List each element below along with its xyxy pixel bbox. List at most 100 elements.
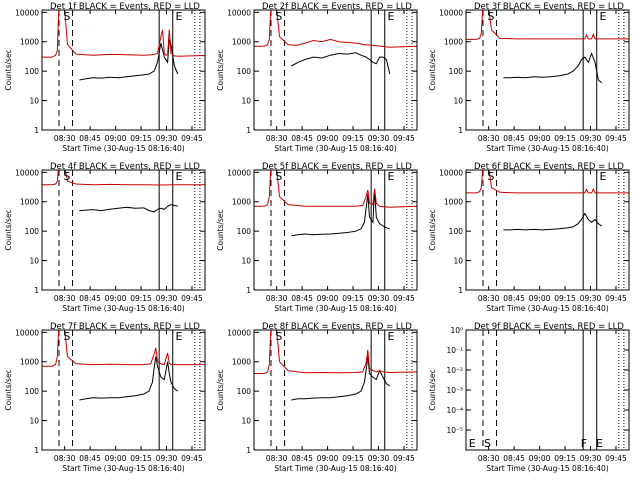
y-axis-label: Counts/sec bbox=[428, 369, 437, 410]
y-tick-label: 10 bbox=[29, 417, 39, 426]
y-tick-label: 10000 bbox=[439, 8, 463, 17]
event-marker-e: E bbox=[599, 170, 606, 183]
x-tick-label: 09:30 bbox=[156, 294, 178, 303]
x-tick-label: 09:15 bbox=[554, 454, 576, 463]
y-axis-label: Counts/sec bbox=[216, 49, 225, 90]
y-tick-label: 1000 bbox=[20, 198, 39, 207]
y-axis-label: Counts/sec bbox=[428, 49, 437, 90]
panel-title: Det 8f BLACK = Events, RED = LLD bbox=[262, 322, 412, 332]
y-tick-label: 10⁻¹ bbox=[446, 346, 463, 355]
series-lld bbox=[466, 10, 629, 40]
event-marker-s: S bbox=[275, 10, 282, 23]
event-marker-e: E bbox=[387, 330, 394, 343]
x-tick-label: 08:30 bbox=[478, 134, 500, 143]
y-tick-label: 10000 bbox=[15, 8, 39, 17]
y-tick-label: 1000 bbox=[232, 358, 251, 367]
x-tick-label: 09:15 bbox=[554, 294, 576, 303]
x-tick-label: 08:45 bbox=[291, 294, 313, 303]
panel-title: Det 2f BLACK = Events, RED = LLD bbox=[262, 2, 412, 12]
y-tick-label: 100 bbox=[25, 67, 40, 76]
x-tick-label: 09:45 bbox=[393, 294, 415, 303]
y-tick-label: 10 bbox=[241, 417, 251, 426]
x-tick-label: 09:30 bbox=[156, 454, 178, 463]
y-axis-label: Counts/sec bbox=[216, 209, 225, 250]
x-tick-label: 09:15 bbox=[130, 134, 152, 143]
panel-title: Det 3f BLACK = Events, RED = LLD bbox=[474, 2, 624, 12]
x-tick-label: 08:30 bbox=[266, 454, 288, 463]
x-tick-label: 09:45 bbox=[605, 454, 627, 463]
y-tick-label: 10 bbox=[241, 97, 251, 106]
x-tick-label: 09:30 bbox=[368, 294, 390, 303]
y-tick-label: 10⁻² bbox=[446, 366, 463, 375]
y-tick-label: 10000 bbox=[15, 168, 39, 177]
x-axis-label: Start Time (30-Aug-15 08:16:40) bbox=[274, 304, 396, 313]
x-tick-label: 08:45 bbox=[503, 134, 525, 143]
x-tick-label: 09:00 bbox=[105, 454, 127, 463]
detector-panel-4: Det 4f BLACK = Events, RED = LLD 1 10 100 10… bbox=[4, 162, 206, 313]
plot-area bbox=[42, 10, 205, 130]
y-tick-label: 1000 bbox=[232, 198, 251, 207]
y-tick-label: 10 bbox=[29, 97, 39, 106]
detector-panel-3: Det 3f BLACK = Events, RED = LLD 1 10 100 10… bbox=[428, 2, 630, 153]
event-marker-e: E bbox=[599, 10, 606, 23]
x-tick-label: 09:45 bbox=[605, 294, 627, 303]
plot-area bbox=[254, 170, 417, 290]
y-tick-label: 1 bbox=[34, 286, 39, 295]
y-tick-label: 100 bbox=[237, 67, 252, 76]
event-marker-f: F bbox=[581, 437, 587, 450]
x-tick-label: 09:00 bbox=[317, 294, 339, 303]
event-marker-e: E bbox=[469, 437, 476, 450]
y-tick-label: 10000 bbox=[227, 8, 251, 17]
y-tick-label: 100 bbox=[449, 67, 464, 76]
y-axis-label: Counts/sec bbox=[428, 209, 437, 250]
series-events bbox=[79, 356, 179, 401]
panel-title: Det 5f BLACK = Events, RED = LLD bbox=[262, 162, 412, 172]
y-tick-label: 1 bbox=[458, 126, 463, 135]
detector-panel-6: Det 6f BLACK = Events, RED = LLD 1 10 100 10… bbox=[428, 162, 630, 313]
y-tick-label: 10000 bbox=[15, 328, 39, 337]
y-tick-label: 100 bbox=[25, 387, 40, 396]
x-axis-label: Start Time (30-Aug-15 08:16:40) bbox=[274, 464, 396, 473]
x-tick-label: 08:45 bbox=[503, 294, 525, 303]
plot-frame bbox=[465, 169, 630, 291]
x-axis-label: Start Time (30-Aug-15 08:16:40) bbox=[486, 144, 608, 153]
x-tick-label: 09:00 bbox=[529, 294, 551, 303]
y-tick-label: 1000 bbox=[20, 38, 39, 47]
event-marker-s: S bbox=[487, 10, 494, 23]
y-tick-label: 10000 bbox=[227, 328, 251, 337]
y-tick-label: 100 bbox=[25, 227, 40, 236]
y-tick-label: 10 bbox=[453, 257, 463, 266]
plot-frame bbox=[465, 9, 630, 131]
x-tick-label: 09:00 bbox=[105, 294, 127, 303]
x-tick-label: 08:45 bbox=[291, 134, 313, 143]
y-axis-label: Counts/sec bbox=[4, 49, 13, 90]
x-tick-label: 09:00 bbox=[317, 134, 339, 143]
y-tick-label: 10⁻³ bbox=[446, 386, 463, 395]
x-axis-label: Start Time (30-Aug-15 08:16:40) bbox=[62, 304, 184, 313]
plot-frame bbox=[253, 9, 418, 131]
event-marker-s: S bbox=[484, 437, 491, 450]
plot-area bbox=[42, 330, 205, 450]
x-tick-label: 08:30 bbox=[266, 134, 288, 143]
x-tick-label: 09:00 bbox=[317, 454, 339, 463]
series-events bbox=[503, 52, 603, 84]
event-marker-s: S bbox=[275, 170, 282, 183]
y-tick-label: 1 bbox=[246, 126, 251, 135]
plot-area bbox=[466, 10, 629, 130]
series-lld bbox=[466, 170, 629, 194]
series-events bbox=[79, 39, 179, 81]
event-marker-s: S bbox=[63, 330, 70, 343]
panel-title: Det 4f BLACK = Events, RED = LLD bbox=[50, 162, 200, 172]
detector-panel-8: Det 8f BLACK = Events, RED = LLD 1 10 100 10… bbox=[216, 322, 418, 473]
plot-area bbox=[254, 10, 417, 130]
y-tick-label: 1 bbox=[246, 446, 251, 455]
x-tick-label: 09:15 bbox=[130, 294, 152, 303]
series-events bbox=[291, 356, 391, 401]
y-tick-label: 10 bbox=[29, 257, 39, 266]
series-lld bbox=[254, 170, 417, 208]
plot-frame bbox=[465, 329, 630, 451]
x-tick-label: 09:00 bbox=[529, 454, 551, 463]
plot-area bbox=[42, 170, 205, 290]
